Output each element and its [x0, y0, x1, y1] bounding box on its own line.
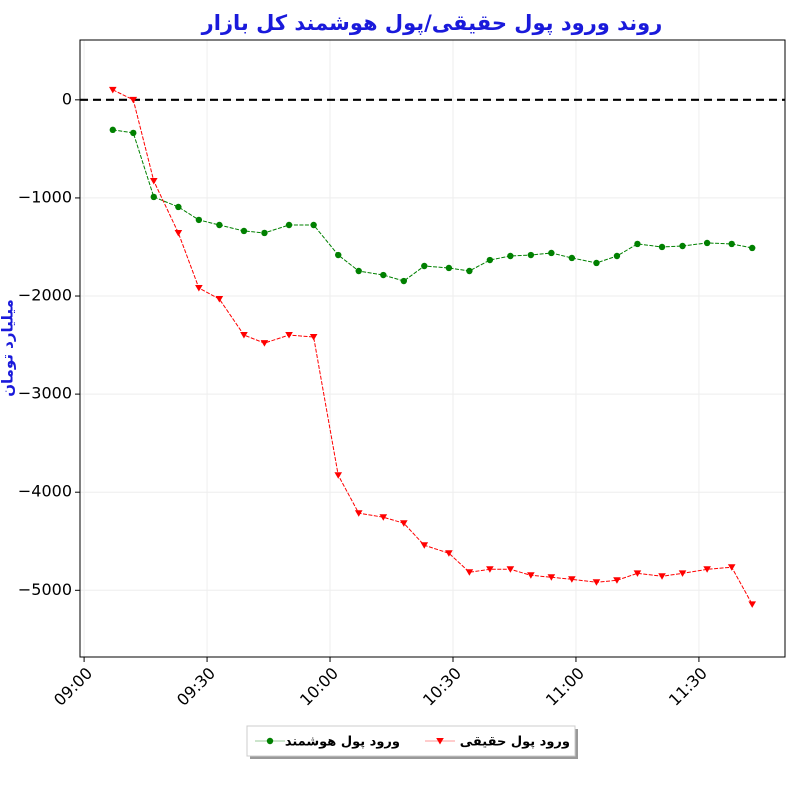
data-point: [379, 514, 388, 521]
x-tick-label: 10:00: [296, 664, 342, 710]
data-point: [465, 569, 474, 576]
data-point: [334, 472, 343, 479]
data-point: [728, 240, 735, 248]
chart-title: روند ورود پول حقیقی/پول هوشمند کل بازار: [201, 11, 663, 35]
y-tick-label: −2000: [18, 286, 72, 305]
data-point: [149, 177, 158, 185]
data-point: [129, 96, 138, 104]
data-point: [216, 221, 223, 229]
data-point: [679, 242, 686, 250]
data-point: [380, 271, 387, 279]
data-point: [261, 229, 268, 237]
x-tick-label: 11:00: [542, 664, 588, 710]
data-point: [150, 193, 157, 201]
data-point: [466, 267, 473, 275]
data-point: [507, 252, 514, 260]
data-point: [175, 203, 182, 211]
y-axis-label: میلیارد تومان: [0, 299, 17, 397]
data-point: [109, 126, 116, 134]
data-point: [445, 264, 453, 272]
data-point: [678, 570, 687, 577]
data-point: [658, 243, 666, 251]
data-point: [486, 566, 494, 573]
data-point: [568, 254, 576, 262]
data-point: [285, 332, 293, 339]
data-point: [727, 564, 736, 571]
data-point: [266, 737, 274, 745]
x-tick-label: 11:30: [665, 664, 711, 710]
data-point: [310, 221, 317, 229]
data-point: [420, 542, 429, 549]
legend-label: ورود پول هوشمند: [285, 735, 400, 750]
data-point: [260, 340, 269, 347]
data-point: [592, 579, 601, 586]
data-point: [593, 259, 600, 267]
data-point: [486, 256, 494, 264]
y-tick-label: −3000: [18, 384, 72, 403]
y-tick-label: 0: [62, 89, 72, 108]
data-point: [436, 738, 444, 745]
data-point: [421, 262, 428, 270]
data-point: [240, 227, 248, 235]
data-point: [285, 221, 293, 229]
data-point: [613, 577, 621, 584]
data-point: [130, 129, 137, 137]
data-point: [658, 573, 666, 580]
legend-box: [246, 725, 576, 757]
data-point: [703, 566, 711, 573]
data-point: [568, 576, 576, 583]
y-tick-label: −5000: [18, 580, 72, 599]
plot-frame: [79, 39, 786, 658]
data-point: [506, 566, 515, 573]
legend-label: ورود پول حقیقی: [460, 735, 570, 750]
data-point: [309, 334, 318, 341]
x-tick-label: 10:30: [419, 664, 465, 710]
data-point: [195, 284, 203, 292]
data-point: [445, 550, 453, 557]
data-point: [703, 239, 711, 247]
y-tick-label: −1000: [18, 187, 72, 206]
legend: ورود پول هوشمند ورود پول حقیقی: [246, 725, 578, 759]
data-point: [634, 240, 641, 248]
series-line: [112, 89, 753, 605]
data-point: [108, 86, 117, 94]
series-line: [112, 129, 753, 282]
data-point: [335, 251, 342, 259]
data-point: [215, 296, 224, 303]
data-point: [527, 251, 535, 259]
data-point: [613, 252, 621, 260]
data-point: [400, 277, 408, 285]
y-tick-label: −4000: [18, 482, 72, 501]
data-point: [527, 572, 535, 579]
x-tick-label: 09:30: [173, 664, 219, 710]
data-point: [633, 570, 642, 577]
data-point: [400, 520, 408, 527]
data-point: [748, 601, 757, 608]
data-point: [355, 267, 362, 275]
data-point: [240, 332, 248, 339]
data-point: [195, 216, 203, 224]
data-point: [548, 249, 555, 257]
data-point: [354, 510, 363, 517]
data-point: [174, 229, 183, 237]
data-point: [547, 574, 556, 581]
data-point: [749, 244, 756, 252]
x-tick-label: 09:00: [50, 664, 96, 710]
